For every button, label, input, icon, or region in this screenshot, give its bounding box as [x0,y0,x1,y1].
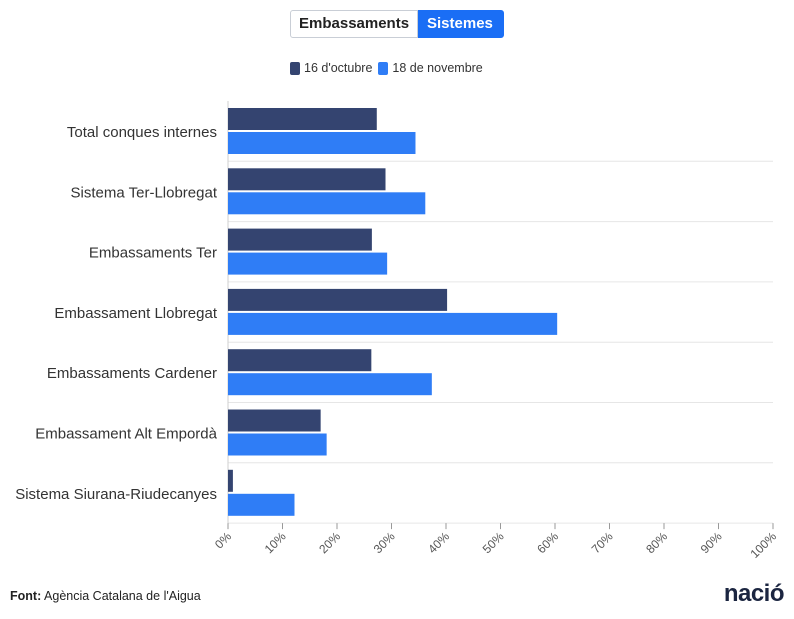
legend-item-november[interactable]: 18 de novembre [378,61,483,75]
tab-group: Embassaments Sistemes [290,10,504,38]
x-tick-label: 60% [534,529,561,556]
x-tick-label: 100% [748,529,780,561]
legend-item-october[interactable]: 16 d'octubre [290,61,372,75]
source-label: Font: [10,589,42,603]
chart-legend: 16 d'octubre 18 de novembre [290,61,489,75]
x-tick-label: 70% [589,529,616,556]
x-tick-label: 50% [480,529,507,556]
category-label: Total conques internes [67,124,217,141]
category-label: Embassaments Cardener [47,365,217,382]
x-tick-label: 0% [212,529,234,551]
bar-october [228,108,377,130]
bar-october [228,409,321,432]
nacio-logo: nació [723,580,785,607]
bar-november [228,132,416,154]
source-note: Font: Agència Catalana de l'Aigua [10,589,201,603]
category-label: Sistema Siurana-Riudecanyes [15,486,217,503]
bar-october [228,228,372,251]
bar-november [228,373,432,396]
bar-october [228,469,233,492]
legend-swatch-november [378,61,389,75]
legend-swatch-october [290,61,300,75]
legend-label-november: 18 de novembre [392,61,483,75]
tab-embassaments[interactable]: Embassaments [290,10,418,38]
bar-october [228,288,448,311]
category-label: Embassament Llobregat [54,305,217,322]
category-label: Embassament Alt Empordà [35,426,217,443]
bar-chart: 0% 10% 20% 30% 40% 50% 60% 70% 80% 90% 100% Total c… [15,101,780,561]
category-label: Embassaments Ter [89,245,217,262]
x-tick-label: 80% [643,529,670,556]
x-tick-label: 90% [698,529,725,556]
legend-label-october: 16 d'octubre [304,61,373,75]
bar-october [228,349,372,372]
bar-november [228,252,388,275]
x-tick-label: 40% [425,529,452,556]
category-label: Sistema Ter-Llobregat [71,184,218,201]
source-text: Agència Catalana de l'Aigua [44,589,201,603]
bar-october [228,168,386,191]
bar-november [228,433,327,456]
x-tick-label: 30% [371,529,398,556]
x-tick-label: 20% [316,529,343,556]
bar-november [228,192,426,215]
tab-sistemes[interactable]: Sistemes [418,10,504,38]
x-tick-label: 10% [262,529,289,556]
bar-november [228,493,295,516]
bar-november [228,312,558,335]
